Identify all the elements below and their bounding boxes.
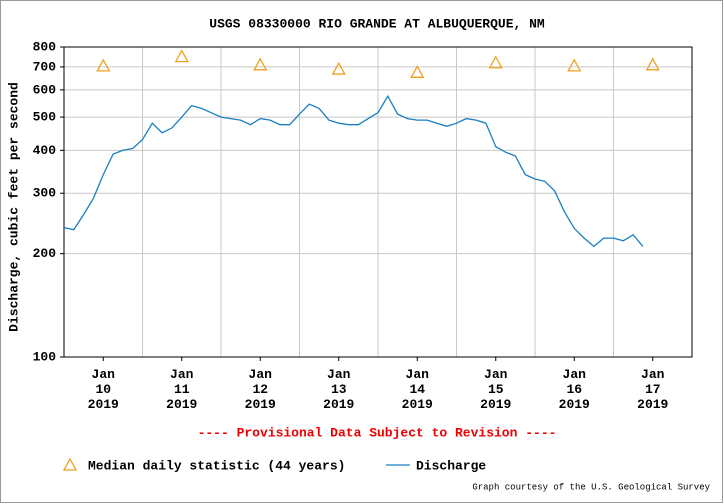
median-marker [645, 57, 660, 71]
median-marker [488, 55, 503, 69]
y-tick-label: 600 [33, 82, 57, 97]
footer: Graph courtesy of the U.S. Geological Su… [472, 482, 710, 492]
legend-marker [62, 457, 78, 471]
chart-title: USGS 08330000 RIO GRANDE AT ALBUQUERQUE,… [209, 16, 545, 31]
x-tick-label: Jan 15 2019 [480, 367, 512, 412]
plot-frame [63, 46, 693, 358]
x-tick-label: Jan 14 2019 [401, 367, 433, 412]
median-marker [253, 57, 268, 71]
y-tick-label: 200 [33, 246, 57, 261]
median-marker [331, 61, 346, 75]
y-tick-label: 500 [33, 110, 57, 125]
median-marker [567, 58, 582, 72]
median-marker [96, 58, 111, 72]
x-tick-label: Jan 12 2019 [244, 367, 276, 412]
x-tick-label: Jan 11 2019 [166, 367, 198, 412]
x-tick-label: Jan 13 2019 [323, 367, 355, 412]
legend-label: Median daily statistic (44 years) [88, 458, 345, 473]
y-tick-label: 100 [33, 349, 57, 364]
x-tick-label: Jan 10 2019 [87, 367, 119, 412]
y-tick-label: 800 [33, 39, 57, 54]
legend-label: Discharge [416, 458, 486, 473]
annotation: ---- Provisional Data Subject to Revisio… [198, 425, 557, 440]
y-tick-label: 400 [33, 143, 57, 158]
discharge-line [63, 94, 644, 248]
median-marker [410, 64, 425, 78]
y-tick-label: 300 [33, 186, 57, 201]
y-axis-label: Discharge, cubic feet per second [6, 82, 21, 332]
x-tick-label: Jan 17 2019 [637, 367, 669, 412]
median-marker [174, 49, 189, 63]
x-tick-label: Jan 16 2019 [558, 367, 590, 412]
y-tick-label: 700 [33, 59, 57, 74]
